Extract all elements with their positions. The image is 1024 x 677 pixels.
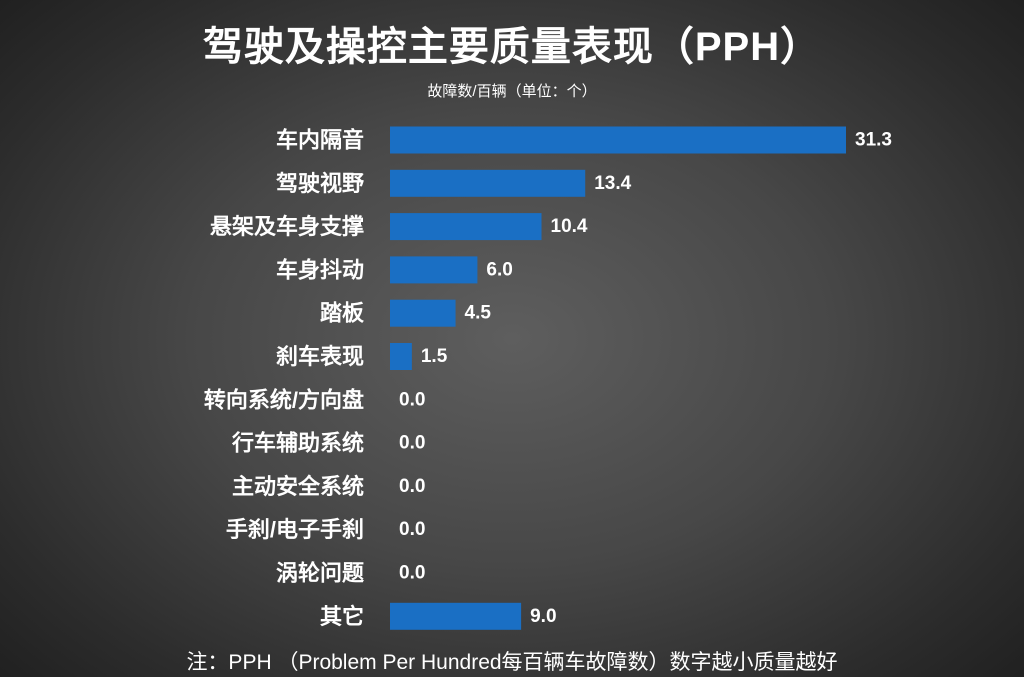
value-label: 31.3 [855,130,892,151]
bar [390,126,846,154]
footnote: 注：PPH （Problem Per Hundred每百辆车故障数）数字越小质量… [186,651,838,674]
value-label: 0.0 [399,389,425,410]
bar [390,602,522,630]
category-label: 车内隔音 [276,128,364,153]
value-label: 13.4 [594,173,631,194]
category-label: 转向系统/方向盘 [204,387,364,412]
category-label: 悬架及车身支撑 [210,214,364,239]
category-label: 车身抖动 [276,257,364,282]
value-label: 6.0 [486,259,512,280]
bar [390,343,412,370]
value-label: 10.4 [551,216,588,237]
category-label: 刹车表现 [276,344,364,369]
value-label: 4.5 [465,303,492,324]
bar [390,299,456,327]
value-label: 0.0 [399,563,425,584]
value-label: 0.0 [399,519,425,540]
bars-layer: 车内隔音 31.3 驾驶视野 13.4 悬架及车身支撑 10.4 车身抖动 6.0 踏板 4.5 刹… [204,126,892,630]
category-label: 涡轮问题 [276,561,365,586]
category-label: 驾驶视野 [276,171,364,196]
chart-title: 驾驶及操控主要质量表现（PPH） [202,25,822,69]
value-label: 1.5 [421,346,448,367]
bar [390,169,586,197]
category-label: 行车辅助系统 [231,431,364,456]
bar [390,256,478,284]
category-label: 主动安全系统 [232,474,364,499]
chart-subtitle: 故障数/百辆（单位：个） [427,83,597,100]
bar [390,213,542,241]
category-label: 踏板 [320,301,365,326]
value-label: 9.0 [530,606,556,627]
category-label: 其它 [320,604,364,629]
value-label: 0.0 [399,433,425,454]
category-label: 手刹/电子手刹 [226,517,364,542]
value-label: 0.0 [399,476,425,497]
